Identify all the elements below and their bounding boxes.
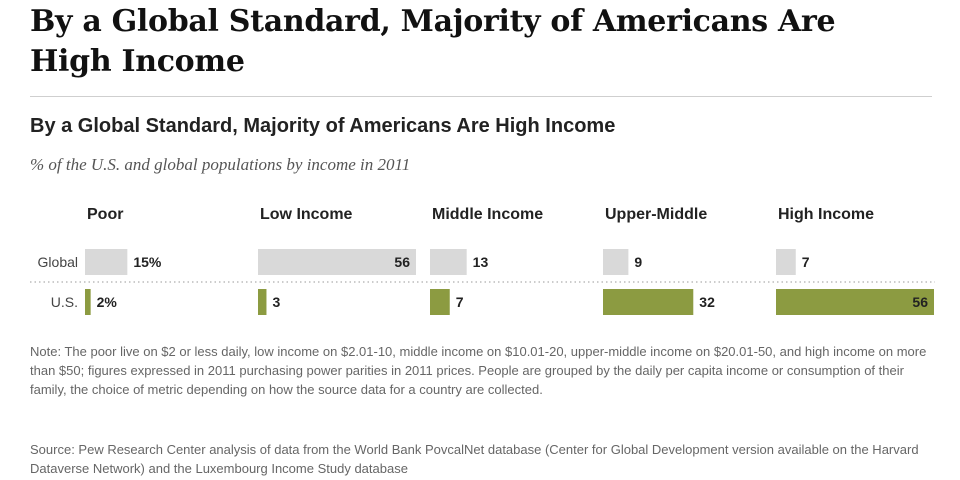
headline: By a Global Standard, Majority of Americ… [30, 4, 836, 79]
chart-source: Source: Pew Research Center analysis of … [30, 442, 919, 476]
bar-u-s-middle-income [430, 289, 450, 315]
income-chart: Poor Low Income Middle Income Upper-Middle H… [30, 206, 935, 315]
category-label-upper-middle: Upper-Middle [605, 206, 707, 223]
value-label-u-s-upper-middle: 32 [699, 294, 715, 310]
bar-u-s-low-income [258, 289, 267, 315]
chart-note: Note: The poor live on $2 or less daily,… [30, 344, 927, 397]
category-label-high-income: High Income [778, 206, 874, 223]
bar-global-poor [85, 249, 128, 275]
value-label-u-s-low-income: 3 [272, 294, 280, 310]
bar-u-s-high-income [776, 289, 934, 315]
bar-u-s-upper-middle [603, 289, 694, 315]
bar-global-low-income [258, 249, 416, 275]
series-label-global: Global [38, 254, 78, 270]
value-label-u-s-high-income: 56 [912, 294, 928, 310]
value-label-global-middle-income: 13 [473, 254, 489, 270]
value-label-u-s-poor: 2% [97, 294, 118, 310]
series-label-u-s: U.S. [51, 294, 78, 310]
value-label-u-s-middle-income: 7 [456, 294, 464, 310]
bar-global-high-income [776, 249, 796, 275]
category-label-middle-income: Middle Income [432, 206, 543, 223]
chart-subtitle: % of the U.S. and global populations by … [30, 155, 411, 174]
value-label-global-upper-middle: 9 [634, 254, 642, 270]
value-label-global-poor: 15% [133, 254, 162, 270]
bar-global-upper-middle [603, 249, 629, 275]
value-label-global-high-income: 7 [802, 254, 810, 270]
bar-global-middle-income [430, 249, 467, 275]
chart-title: By a Global Standard, Majority of Americ… [30, 115, 616, 137]
category-label-low-income: Low Income [260, 206, 353, 223]
category-label-poor: Poor [87, 206, 123, 223]
value-label-global-low-income: 56 [394, 254, 410, 270]
bar-u-s-poor [85, 289, 91, 315]
divider [30, 96, 932, 97]
